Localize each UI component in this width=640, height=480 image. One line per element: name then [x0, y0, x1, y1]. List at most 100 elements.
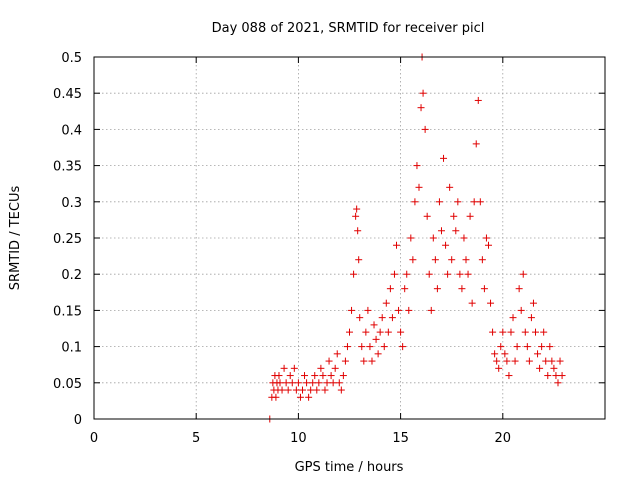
x-tick-label: 20 — [495, 431, 512, 446]
data-point — [493, 357, 501, 365]
data-point — [456, 270, 464, 278]
data-point — [329, 379, 337, 387]
data-point — [399, 343, 407, 351]
data-point — [382, 299, 390, 307]
data-point — [552, 372, 560, 380]
y-tick-labels: 0 0.05 0.1 0.15 0.2 0.25 0.3 0.35 0.4 0.45 0.5 — [53, 51, 82, 428]
data-point — [403, 270, 411, 278]
data-point — [423, 212, 431, 220]
data-point — [292, 386, 300, 394]
data-point — [534, 350, 542, 358]
y-tick-label: 0.35 — [53, 160, 82, 175]
x-tick-labels: 0 5 10 15 20 — [90, 431, 511, 446]
data-point — [284, 386, 292, 394]
data-point — [366, 343, 374, 351]
data-point — [480, 285, 488, 293]
x-tick-label: 0 — [90, 431, 98, 446]
data-point — [435, 198, 443, 206]
data-point — [374, 350, 382, 358]
data-point — [525, 357, 533, 365]
data-point — [450, 212, 458, 220]
data-point — [538, 343, 546, 351]
data-point — [343, 343, 351, 351]
data-point — [272, 393, 280, 401]
data-point — [491, 350, 499, 358]
data-point — [444, 270, 452, 278]
data-point — [341, 357, 349, 365]
data-point — [386, 285, 394, 293]
data-point — [507, 328, 515, 336]
data-point — [282, 379, 290, 387]
data-point — [331, 364, 339, 372]
data-point — [372, 335, 380, 343]
data-point — [495, 364, 503, 372]
data-point — [505, 372, 513, 380]
data-point — [458, 285, 466, 293]
data-point — [482, 234, 490, 242]
data-point — [294, 379, 302, 387]
data-point — [548, 357, 556, 365]
data-point — [333, 350, 341, 358]
y-tick-label: 0.45 — [53, 87, 82, 102]
x-tick-label: 5 — [192, 431, 200, 446]
data-point — [275, 372, 283, 380]
data-point — [276, 379, 284, 387]
data-point — [337, 386, 345, 394]
data-point — [305, 393, 313, 401]
data-point — [417, 104, 425, 112]
data-point — [419, 89, 427, 97]
data-point — [478, 256, 486, 264]
data-point — [355, 256, 363, 264]
data-point — [515, 285, 523, 293]
y-tick-label: 0.15 — [53, 304, 82, 319]
data-point — [517, 306, 525, 314]
data-point — [466, 212, 474, 220]
data-point — [529, 299, 537, 307]
data-point — [544, 372, 552, 380]
data-point — [360, 357, 368, 365]
data-point — [288, 379, 296, 387]
y-tick-label: 0.1 — [61, 341, 82, 356]
data-point — [350, 270, 358, 278]
data-point — [497, 343, 505, 351]
y-tick-label: 0.05 — [53, 377, 82, 392]
data-point — [546, 343, 554, 351]
y-tick-label: 0.2 — [61, 268, 82, 283]
data-point — [442, 241, 450, 249]
data-point — [536, 364, 544, 372]
data-point — [503, 357, 511, 365]
data-point — [339, 372, 347, 380]
data-point — [364, 306, 372, 314]
data-point — [352, 212, 360, 220]
data-point — [278, 386, 286, 394]
data-point — [388, 314, 396, 322]
data-point — [437, 227, 445, 235]
data-point — [358, 343, 366, 351]
data-point — [346, 328, 353, 336]
data-point — [384, 328, 392, 336]
data-point — [376, 328, 384, 336]
data-point — [353, 205, 361, 213]
data-point — [411, 198, 419, 206]
data-point — [327, 372, 335, 380]
data-point — [425, 270, 433, 278]
data-point — [470, 198, 478, 206]
data-point — [462, 256, 470, 264]
data-point — [519, 270, 527, 278]
chart-title: Day 088 of 2021, SRMTID for receiver pic… — [212, 21, 485, 36]
data-point — [429, 234, 437, 242]
data-point — [356, 314, 364, 322]
data-point — [527, 314, 535, 322]
data-point — [380, 343, 388, 351]
data-point — [452, 227, 460, 235]
data-point — [476, 198, 484, 206]
x-tick-label: 10 — [290, 431, 307, 446]
data-point — [558, 372, 566, 380]
data-point — [499, 328, 507, 336]
data-point — [464, 270, 472, 278]
data-point — [521, 328, 529, 336]
y-tick-label: 0 — [74, 413, 82, 428]
data-point — [405, 306, 413, 314]
data-point — [301, 372, 309, 380]
data-point — [348, 306, 356, 314]
